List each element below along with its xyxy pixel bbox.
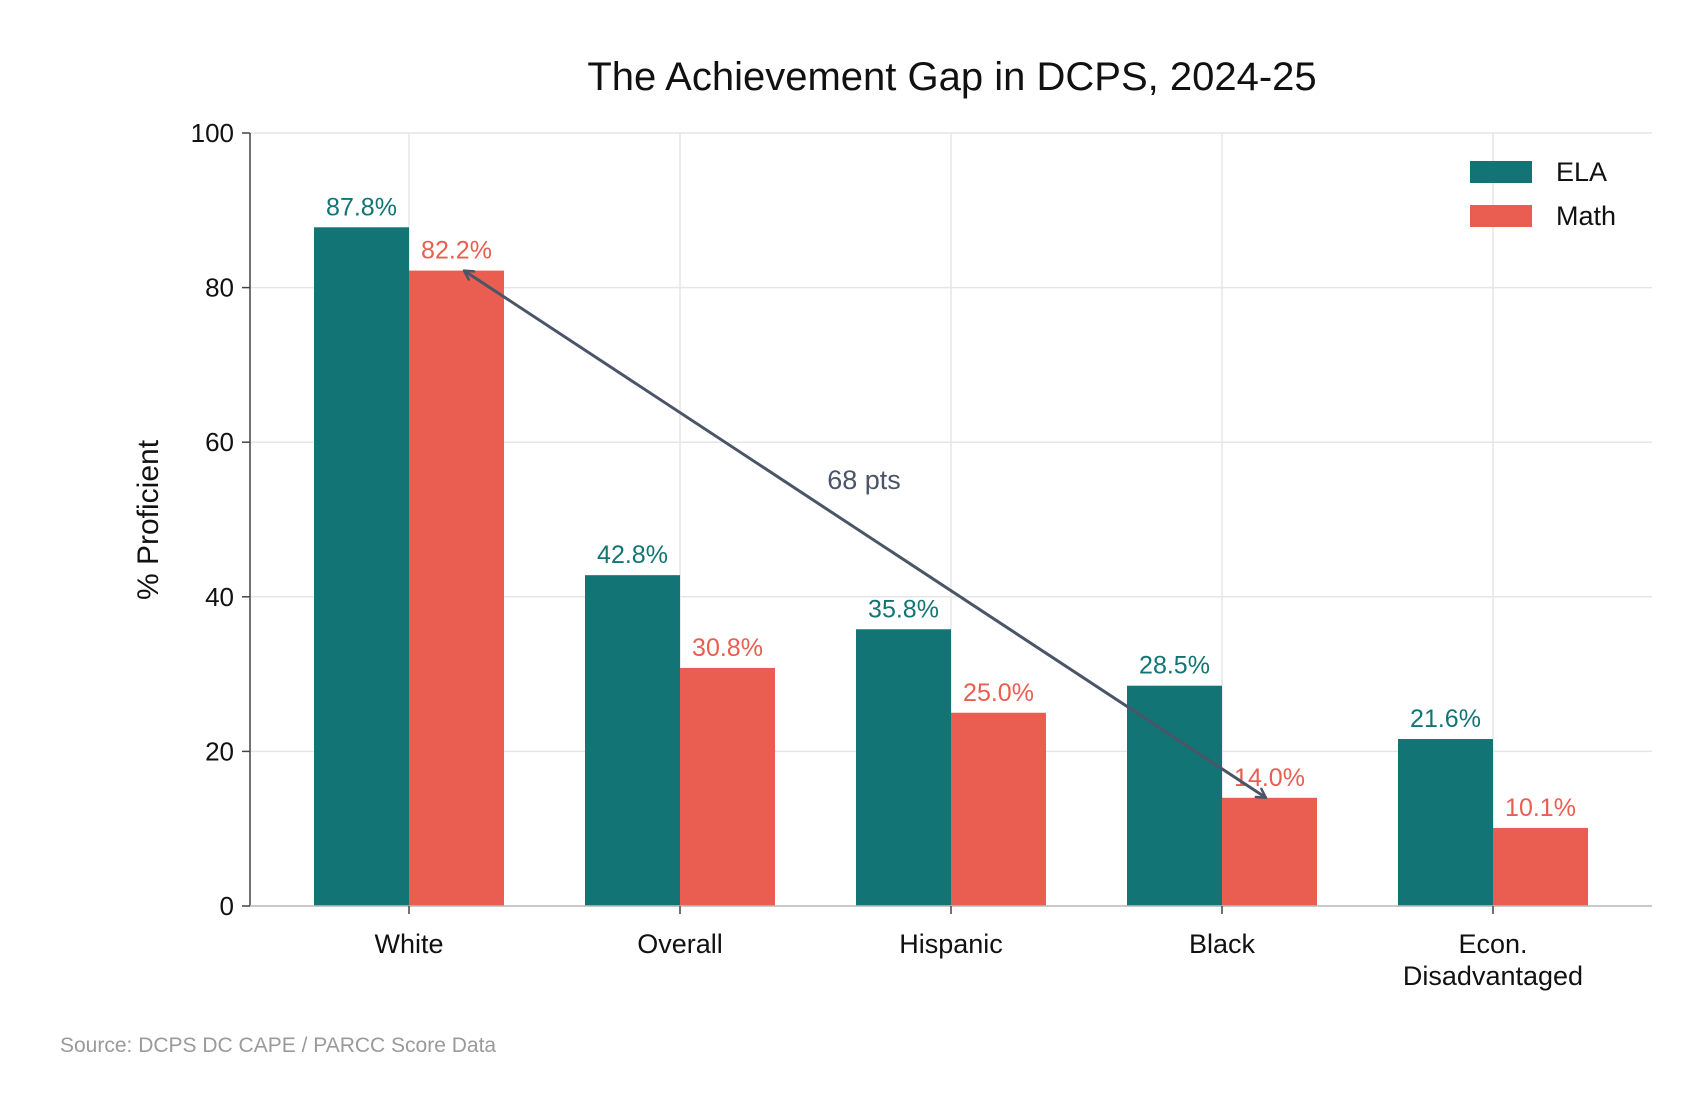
gap-label: 68 pts bbox=[827, 465, 901, 495]
chart-title: The Achievement Gap in DCPS, 2024-25 bbox=[587, 55, 1316, 99]
y-tick-label: 40 bbox=[205, 582, 234, 612]
data-label-math: 30.8% bbox=[692, 634, 763, 662]
data-label-ela: 42.8% bbox=[597, 541, 668, 569]
bar-ela-overall bbox=[585, 575, 680, 906]
legend-swatch-math bbox=[1470, 205, 1532, 227]
bar-math-white bbox=[409, 270, 504, 906]
source-note: Source: DCPS DC CAPE / PARCC Score Data bbox=[60, 1034, 496, 1057]
bar-ela-white bbox=[314, 227, 409, 906]
legend-label-math: Math bbox=[1556, 201, 1616, 231]
y-tick-label: 60 bbox=[205, 427, 234, 457]
y-tick-label: 20 bbox=[205, 736, 234, 766]
data-label-math: 25.0% bbox=[963, 679, 1034, 707]
legend: ELA Math bbox=[1470, 157, 1616, 231]
y-tick-label: 0 bbox=[220, 891, 234, 921]
x-tick-label: White bbox=[374, 929, 443, 959]
bar-ela-black bbox=[1127, 685, 1222, 906]
bar-ela-hispanic bbox=[856, 629, 951, 906]
y-axis-label: % Proficient bbox=[132, 439, 165, 600]
data-label-ela: 28.5% bbox=[1139, 652, 1210, 680]
x-tick-label: Overall bbox=[637, 929, 723, 959]
legend-label-ela: ELA bbox=[1556, 157, 1607, 187]
x-tick-label: Black bbox=[1189, 929, 1256, 959]
data-label-ela: 21.6% bbox=[1410, 705, 1481, 733]
gap-annotation: 68 pts bbox=[464, 269, 1266, 800]
legend-swatch-ela bbox=[1470, 161, 1532, 183]
data-label-math: 14.0% bbox=[1234, 764, 1305, 792]
x-tick-label: Hispanic bbox=[899, 929, 1003, 959]
bar-math-black bbox=[1222, 797, 1317, 906]
data-label-math: 82.2% bbox=[421, 237, 492, 265]
bar-math-overall bbox=[680, 667, 775, 906]
axes: 0 20 40 60 80 100 White Overall Hispanic Black Eco… bbox=[191, 118, 1652, 991]
data-label-ela: 87.8% bbox=[326, 193, 397, 221]
bar-math-econ-disadvantaged bbox=[1493, 827, 1588, 906]
y-tick-label: 80 bbox=[205, 273, 234, 303]
y-tick-label: 100 bbox=[191, 118, 234, 148]
x-tick-label: Econ. Disadvantaged bbox=[1403, 929, 1583, 991]
bar-ela-econ-disadvantaged bbox=[1398, 739, 1493, 906]
data-label-math: 10.1% bbox=[1505, 794, 1576, 822]
bar-math-hispanic bbox=[951, 712, 1046, 906]
gap-arrow bbox=[464, 269, 1266, 800]
data-label-ela: 35.8% bbox=[868, 595, 939, 623]
